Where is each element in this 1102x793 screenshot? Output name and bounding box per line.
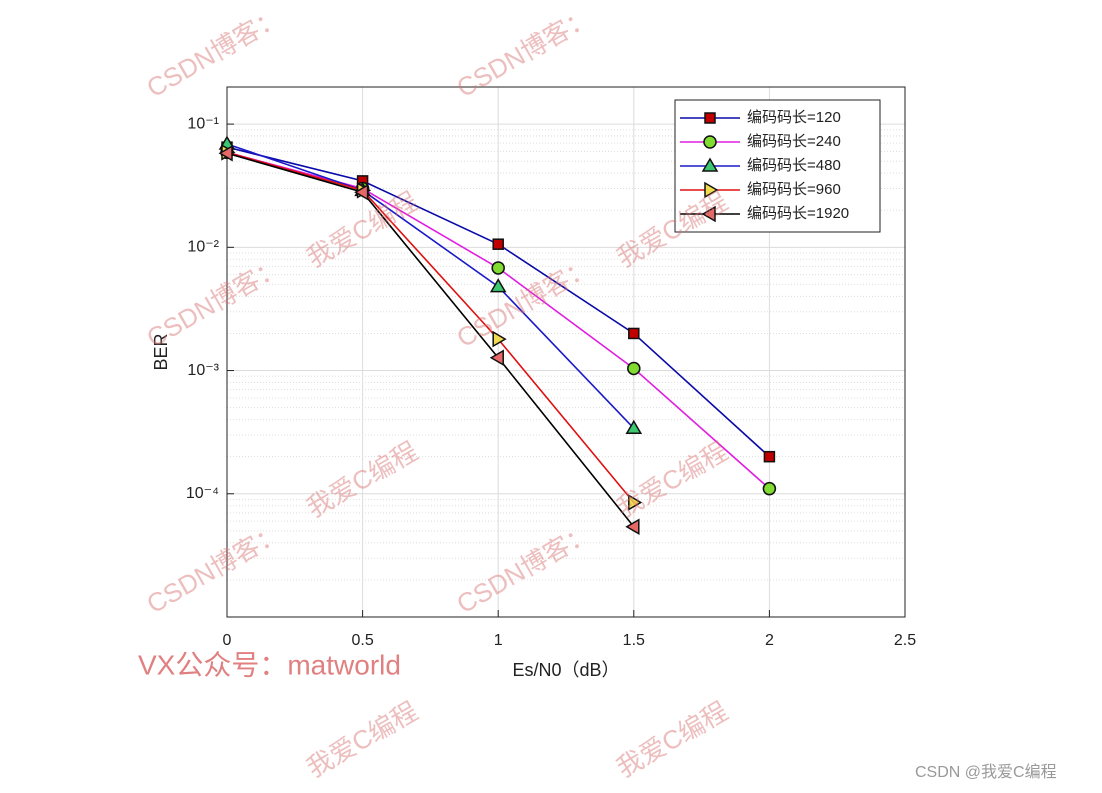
legend-marker [703,135,717,149]
marker [762,481,777,496]
x-axis-label: Es/N0（dB） [512,660,619,680]
x-tick-label: 1 [494,632,503,649]
legend-marker [701,157,719,172]
marker [625,518,640,536]
marker [627,361,641,376]
y-tick-label: 10⁻³ [187,362,219,379]
x-tick-label: 2 [765,632,774,649]
x-tick-label: 1.5 [623,632,645,649]
x-tick-label: 0 [223,632,232,649]
marker [354,183,369,201]
legend-marker [704,181,719,199]
marker [625,419,643,435]
marker [489,278,507,293]
y-axis-label: BER [151,333,171,370]
watermark: CSDN博客： [451,517,597,619]
legend-label: 编码码长=480 [747,157,841,174]
series-line [226,152,635,528]
x-tick-label: 0.5 [351,632,373,649]
watermark: 我爱C编程 [611,436,732,523]
y-tick-label: 10⁻¹ [187,115,219,132]
marker [628,327,640,340]
marker [218,144,233,162]
y-tick-label: 10⁻⁴ [186,485,219,502]
series-line [226,151,635,503]
legend-marker [704,112,716,124]
marker [492,330,507,348]
watermark: 我爱C编程 [301,696,422,783]
watermark: CSDN博客： [451,1,597,103]
watermark: CSDN @我爱C编程 [915,763,1057,781]
series-line [226,143,635,429]
watermark: CSDN博客： [141,1,287,103]
marker [492,238,504,250]
marker [491,261,505,275]
legend: 编码码长=120 编码码长=240 编码码长=480 编码码长=960 编码码长=192… [674,99,881,233]
legend-label: 编码码长=120 [747,109,841,126]
watermark: VX公众号：matworld [138,649,401,680]
plot-frame [226,86,906,618]
marker [628,494,643,511]
marker [763,450,776,463]
legend-label: 编码码长=240 [747,133,841,150]
y-tick-label: 10⁻² [187,239,219,256]
watermark: CSDN博客： [141,251,287,353]
legend-label: 编码码长=1920 [747,205,849,222]
marker [489,349,504,367]
watermark: 我爱C编程 [611,696,732,783]
x-tick-label: 2.5 [894,632,916,649]
legend-marker [701,205,716,223]
legend-label: 编码码长=960 [747,181,841,198]
watermark: CSDN博客： [141,517,287,619]
